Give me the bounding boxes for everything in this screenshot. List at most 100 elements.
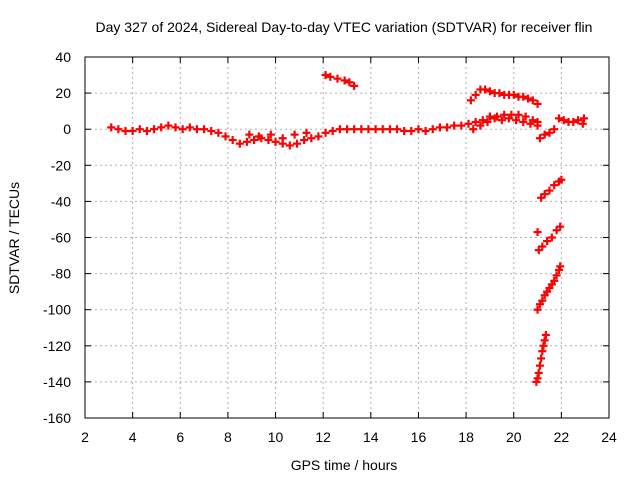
data-point (471, 117, 480, 126)
data-point (414, 125, 423, 134)
data-point (214, 128, 223, 137)
x-tick-label: 14 (363, 429, 379, 445)
data-point (335, 125, 344, 134)
data-point (302, 128, 311, 137)
y-tick-label: 20 (55, 85, 71, 101)
data-point (207, 127, 216, 136)
data-point (371, 125, 380, 134)
data-point (533, 99, 542, 108)
data-point (333, 74, 342, 83)
chart-title: Day 327 of 2024, Sidereal Day-to-day VTE… (96, 19, 593, 35)
data-point (533, 305, 542, 314)
data-point (545, 128, 554, 137)
data-point (538, 347, 547, 356)
data-point (135, 125, 144, 134)
data-point (450, 121, 459, 130)
data-point (533, 121, 542, 130)
data-point (192, 125, 201, 134)
data-point (535, 361, 544, 370)
data-point (469, 125, 478, 134)
x-tick-label: 6 (176, 429, 184, 445)
y-tick-label: -140 (43, 374, 71, 390)
data-point (497, 116, 506, 125)
y-tick-label: -40 (51, 193, 71, 209)
data-point (569, 117, 578, 126)
x-axis-label: GPS time / hours (291, 457, 398, 473)
data-point (254, 132, 263, 141)
data-point (512, 116, 521, 125)
data-point (476, 121, 485, 130)
data-point (385, 125, 394, 134)
data-point (121, 127, 130, 136)
data-point (500, 110, 509, 119)
data-point (557, 175, 566, 184)
y-tick-label: -80 (51, 266, 71, 282)
data-point (547, 233, 556, 242)
data-point (457, 121, 466, 130)
data-point (345, 78, 354, 87)
data-point (250, 136, 259, 145)
data-point (524, 94, 533, 103)
x-tick-label: 10 (268, 429, 284, 445)
y-tick-label: -60 (51, 230, 71, 246)
data-point (178, 125, 187, 134)
data-point (357, 125, 366, 134)
data-point (107, 123, 116, 132)
x-tick-label: 4 (129, 429, 137, 445)
data-point (538, 296, 547, 305)
y-tick-label: -120 (43, 338, 71, 354)
y-axis-label: SDTVAR / TECUs (6, 182, 22, 294)
data-point (528, 96, 537, 105)
data-point (200, 125, 209, 134)
y-tick-label: 40 (55, 49, 71, 65)
data-point (556, 222, 565, 231)
y-tick-label: -160 (43, 410, 71, 426)
data-point (393, 125, 402, 134)
data-point (514, 110, 523, 119)
data-point (314, 132, 323, 141)
data-point (271, 137, 280, 146)
data-point (539, 341, 548, 350)
data-point (150, 125, 159, 134)
data-point (292, 139, 301, 148)
data-point (350, 125, 359, 134)
data-point (490, 114, 499, 123)
data-point (540, 190, 549, 199)
x-tick-label: 18 (458, 429, 474, 445)
data-point (540, 336, 549, 345)
data-point (400, 127, 409, 136)
data-point (504, 114, 513, 123)
data-point (300, 136, 309, 145)
data-point (285, 141, 294, 150)
data-point (483, 117, 492, 126)
data-point (481, 85, 490, 94)
data-point (228, 136, 237, 145)
data-point (340, 76, 349, 85)
data-point (543, 237, 552, 246)
x-tick-label: 12 (315, 429, 331, 445)
data-point (550, 276, 559, 285)
data-point (171, 123, 180, 132)
data-point (495, 89, 504, 98)
data-point (242, 137, 251, 146)
data-point (509, 90, 518, 99)
data-point (428, 125, 437, 134)
data-point (321, 128, 330, 137)
data-point (478, 116, 487, 125)
data-point (521, 112, 530, 121)
data-point (266, 130, 275, 139)
data-point (559, 116, 568, 125)
data-point (321, 71, 330, 80)
axis-ticks: 2 4 6 8 10 12 14 16 18 20 22 24-160-140-120-100-80-… (43, 49, 617, 445)
data-point (541, 330, 550, 339)
data-point (350, 81, 359, 90)
y-tick-label: -100 (43, 302, 71, 318)
x-tick-label: 20 (506, 429, 522, 445)
data-point (533, 228, 542, 237)
grid-lines (85, 57, 609, 418)
data-point (552, 271, 561, 280)
data-point (519, 117, 528, 126)
data-point (466, 96, 475, 105)
data-point (485, 112, 494, 121)
